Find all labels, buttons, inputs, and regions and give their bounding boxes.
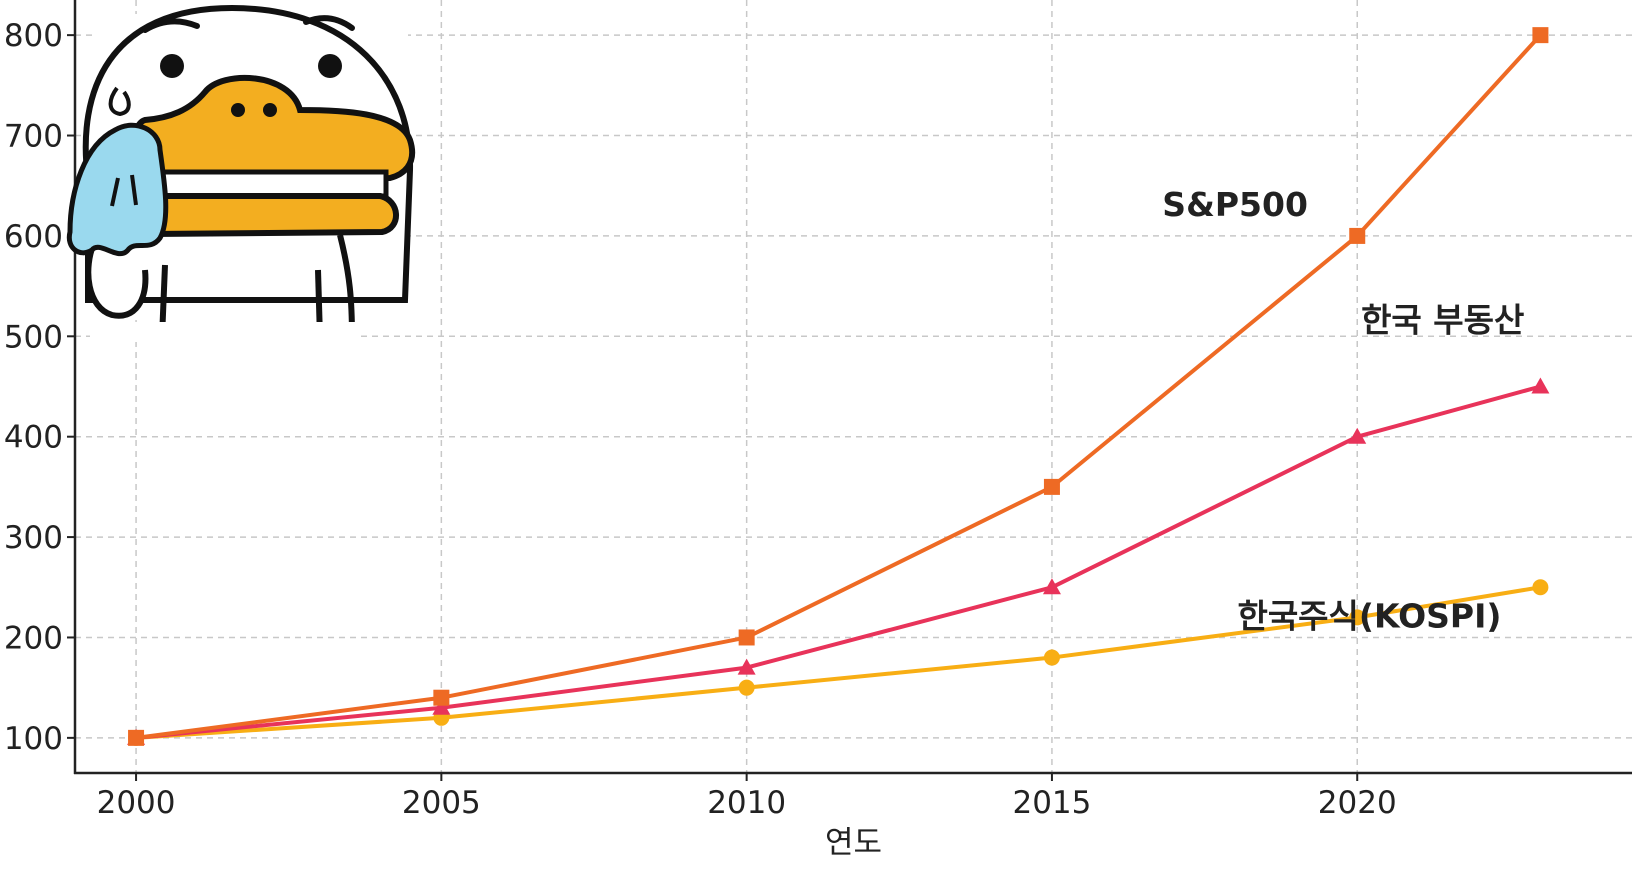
data-point <box>1532 27 1549 44</box>
data-point <box>128 729 145 746</box>
x-tick-label: 2000 <box>97 785 176 821</box>
grid <box>75 0 1632 773</box>
y-tick-label: 400 <box>4 420 63 456</box>
duck-wiping-sweat-icon <box>66 4 415 342</box>
data-point <box>1532 579 1549 596</box>
data-point <box>738 679 755 696</box>
series-label: 한국 부동산 <box>1361 300 1524 339</box>
y-tick-label: 700 <box>4 119 63 155</box>
y-tick-label: 100 <box>4 721 63 757</box>
x-axis-label: 연도 <box>825 825 882 861</box>
data-point <box>737 658 756 675</box>
data-point <box>1349 609 1366 626</box>
x-axis-ticks: 2000 2005 2010 2015 2020 <box>97 773 1397 821</box>
series-markers <box>127 27 1550 746</box>
data-point <box>1348 427 1367 444</box>
data-point <box>1042 578 1061 595</box>
data-point <box>433 689 450 706</box>
x-tick-label: 2010 <box>707 785 786 821</box>
data-point <box>432 698 451 715</box>
x-tick-label: 2020 <box>1318 785 1397 821</box>
y-tick-label: 600 <box>4 219 63 255</box>
y-axis-ticks: 100 200 300 400 500 600 700 800 <box>4 18 75 757</box>
series-lines <box>135 33 1542 740</box>
data-point <box>1531 377 1550 394</box>
series-line <box>135 585 1541 740</box>
x-tick-label: 2005 <box>402 785 481 821</box>
data-point <box>1349 227 1366 244</box>
axes <box>73 0 1632 775</box>
y-tick-label: 200 <box>4 620 63 656</box>
y-tick-label: 800 <box>4 18 63 54</box>
data-point <box>1043 478 1060 495</box>
series-line <box>135 384 1541 740</box>
y-tick-label: 300 <box>4 520 63 556</box>
data-point <box>1043 649 1060 666</box>
x-tick-label: 2015 <box>1012 785 1091 821</box>
series-label: 한국주식(KOSPI) <box>1237 596 1501 635</box>
series-label: S&P500 <box>1162 185 1308 224</box>
y-tick-label: 500 <box>4 319 63 355</box>
data-point <box>738 629 755 646</box>
series-line <box>135 33 1542 740</box>
